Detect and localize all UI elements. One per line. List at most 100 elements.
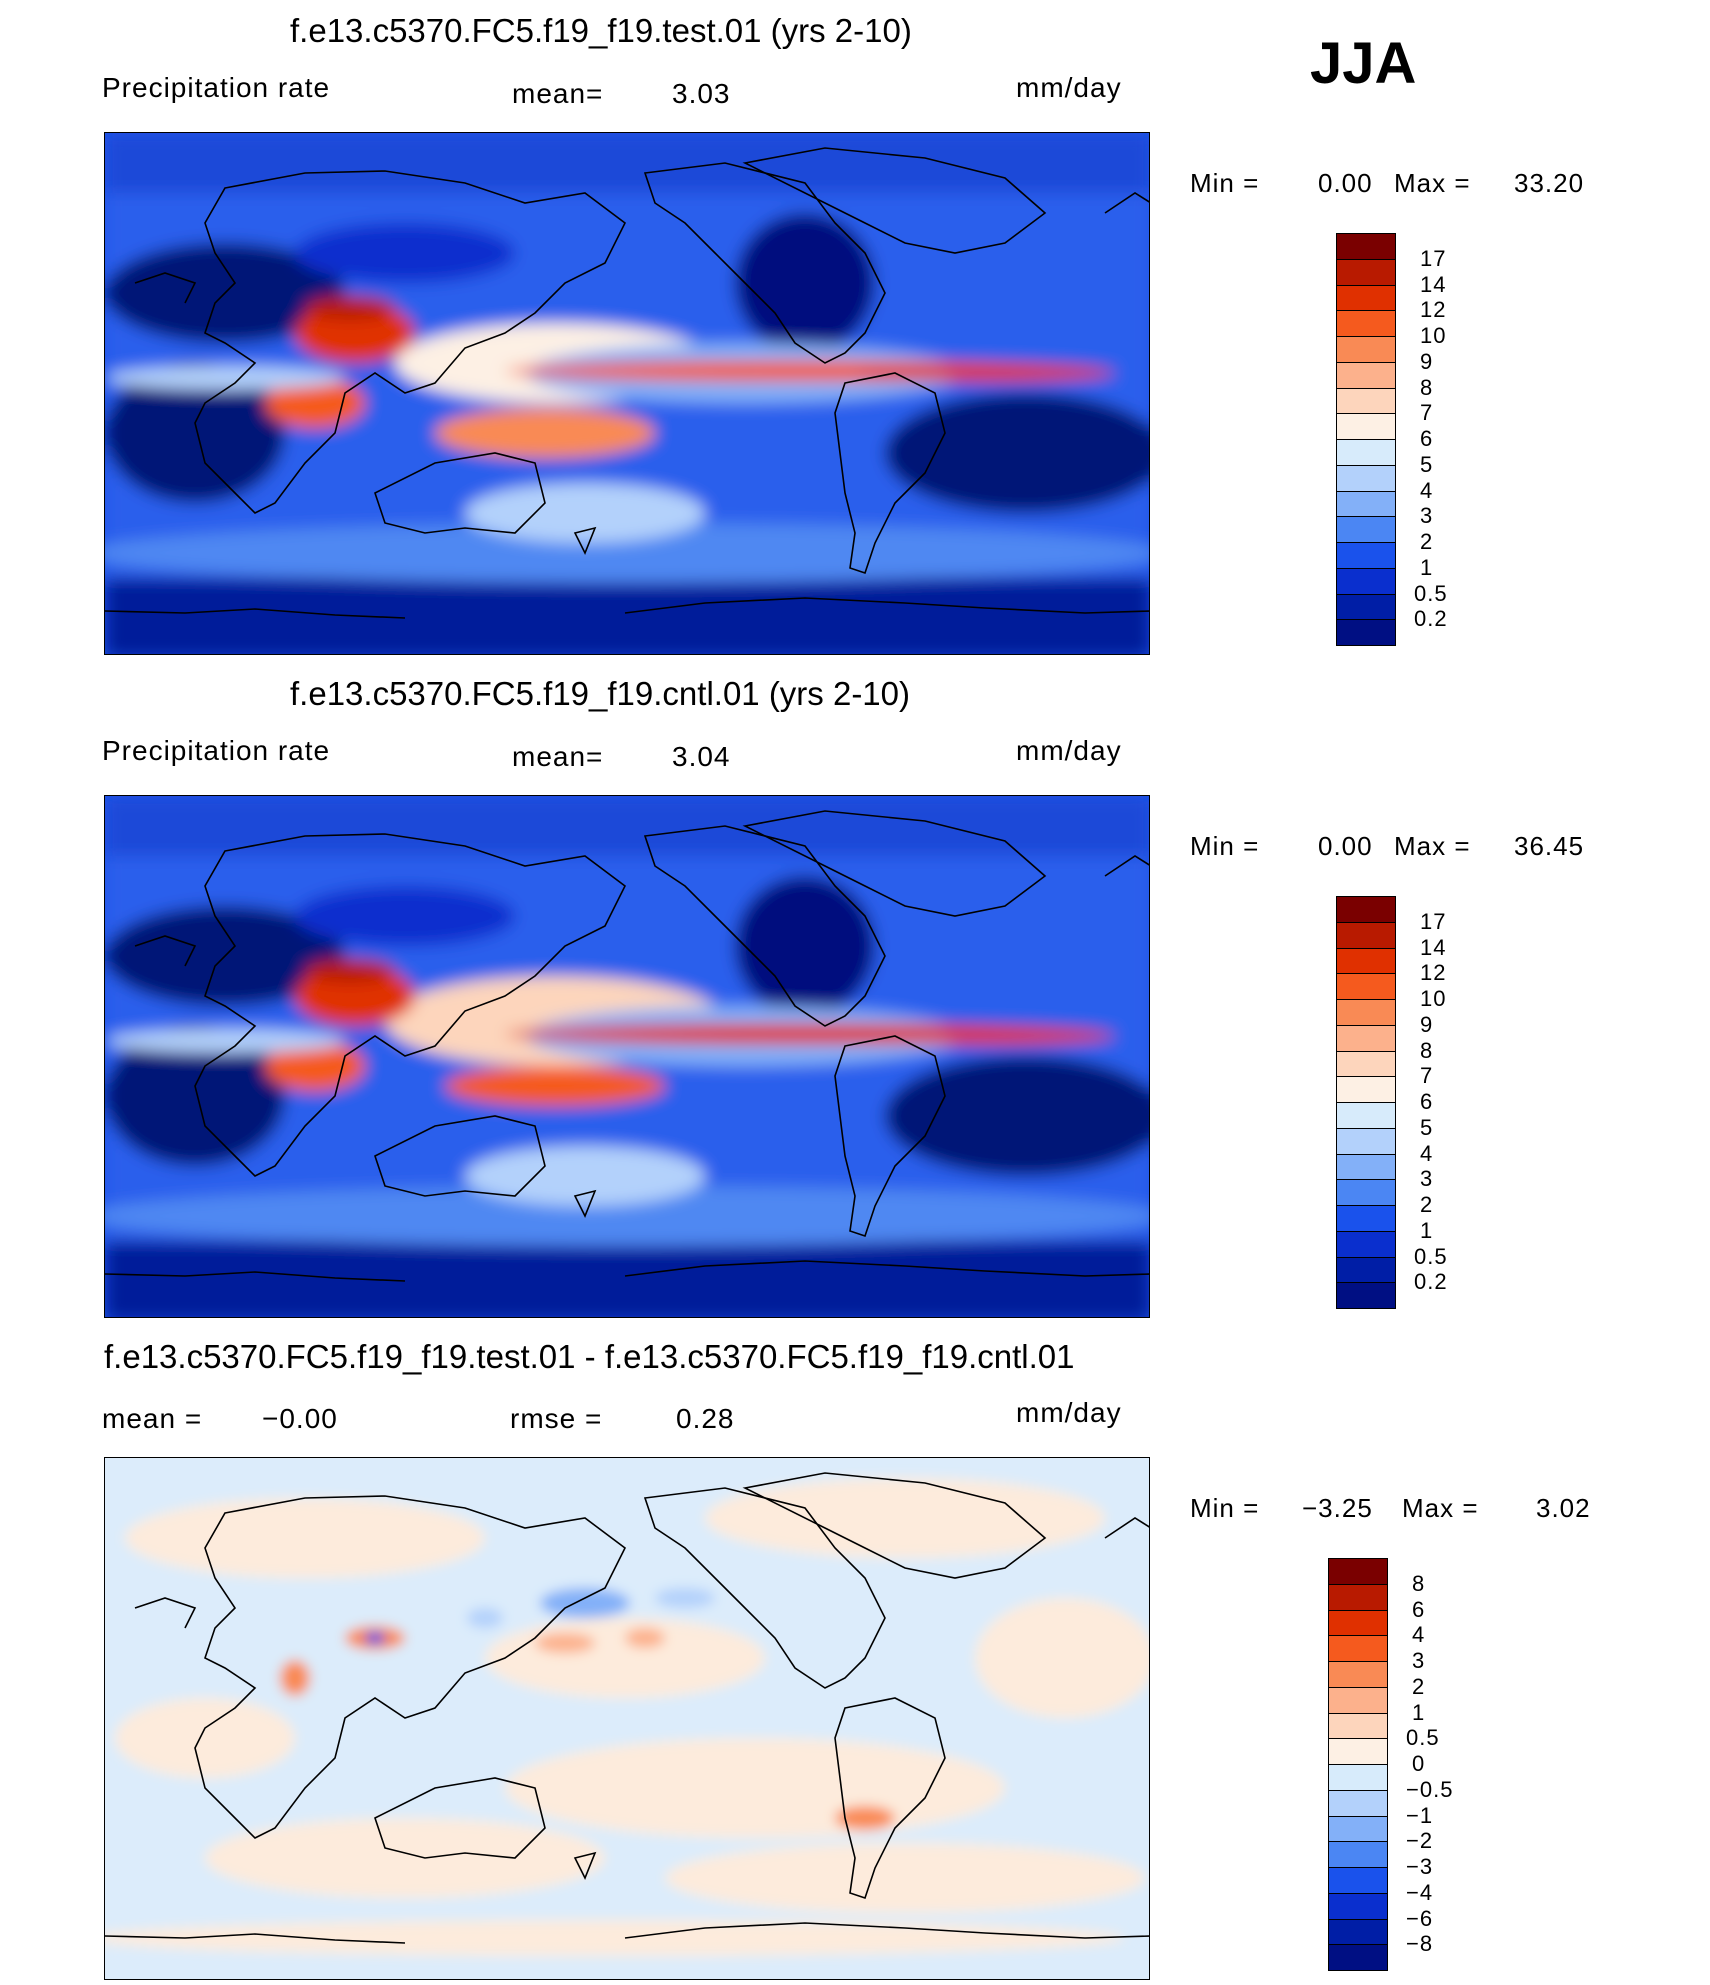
colorbar-level-label: 3: [1420, 1166, 1434, 1192]
colorbar-cntl: 17 14 12 10 9 8 7 6 5 4 3 2 1 0.5 0.2: [1336, 896, 1447, 1309]
colorbar-level-label: 4: [1420, 1140, 1434, 1166]
panel-title: f.e13.c5370.FC5.f19_f19.cntl.01 (yrs 2-1…: [290, 675, 911, 712]
colorbar-level-label: 0.2: [1414, 1269, 1448, 1295]
colorbar-test: 17 14 12 10 9 8 7 6 5 4 3 2 1 0.5 0.2: [1336, 233, 1447, 646]
map-field: [105, 133, 1149, 654]
colorbar-swatch: [1336, 973, 1396, 1000]
colorbar-swatch: [1336, 999, 1396, 1026]
precip-map-test: [104, 132, 1150, 655]
colorbar-level-label: 3: [1412, 1648, 1426, 1673]
colorbar-swatch: [1336, 464, 1396, 492]
colorbar-level-label: −6: [1406, 1905, 1434, 1931]
min-label: Min =: [1190, 1493, 1260, 1523]
colorbar-swatch: [1336, 1076, 1396, 1103]
colorbar-swatch: [1336, 413, 1396, 440]
colorbar-level-label: 4: [1420, 477, 1434, 503]
colorbar-swatch: [1336, 921, 1396, 949]
colorbar-diff: 8 6 4 3 2 1 0.5 0 −0.5 −1 −2 −3 −4 −6 −8: [1328, 1558, 1452, 1971]
min-label: Min =: [1190, 168, 1260, 198]
colorbar-swatch: [1336, 1102, 1396, 1129]
colorbar-swatch: [1328, 1712, 1388, 1740]
min-value: 0.00: [1318, 168, 1373, 198]
colorbar-level-label: 1: [1420, 554, 1434, 580]
precip-map-diff: [104, 1457, 1150, 1980]
colorbar-level-label: 17: [1420, 245, 1447, 271]
colorbar-level-label: 6: [1412, 1596, 1426, 1622]
colorbar-level-label: 8: [1420, 374, 1434, 400]
colorbar-level-label: 5: [1420, 451, 1434, 477]
colorbar-swatch: [1328, 1738, 1388, 1765]
colorbar-level-label: 0.5: [1414, 580, 1448, 606]
colorbar-swatch: [1336, 542, 1396, 569]
colorbar-swatch: [1336, 619, 1396, 646]
max-label: Max =: [1394, 168, 1471, 198]
variable-label: Precipitation rate: [102, 72, 331, 103]
colorbar-level-label: 10: [1420, 323, 1447, 348]
colorbar-swatch: [1328, 1892, 1388, 1920]
mean-value: 3.03: [672, 78, 731, 109]
colorbar-swatch: [1336, 387, 1396, 415]
colorbar-level-label: 14: [1420, 934, 1447, 960]
colorbar-swatch: [1328, 1841, 1388, 1868]
colorbar-swatch: [1328, 1686, 1388, 1714]
colorbar-level-label: −1: [1406, 1802, 1434, 1828]
colorbar-level-label: 0.5: [1414, 1243, 1448, 1269]
colorbar-swatch: [1328, 1635, 1388, 1662]
panel-title: f.e13.c5370.FC5.f19_f19.test.01 - f.e13.…: [104, 1338, 1075, 1375]
rmse-value: 0.28: [676, 1403, 735, 1434]
colorbar-swatch: [1336, 233, 1396, 260]
colorbar-swatch: [1336, 310, 1396, 337]
colorbar-level-label: 14: [1420, 271, 1447, 297]
colorbar-level-label: 4: [1412, 1622, 1426, 1648]
colorbar-swatch: [1336, 439, 1396, 466]
mean-value: −0.00: [262, 1403, 338, 1434]
colorbar-swatch: [1328, 1918, 1388, 1946]
map-field: [105, 796, 1149, 1317]
colorbar-swatch: [1336, 1205, 1396, 1232]
colorbar-swatch: [1336, 1230, 1396, 1258]
colorbar-level-label: 9: [1420, 1011, 1434, 1037]
colorbar-swatch: [1336, 1282, 1396, 1309]
colorbar-swatch: [1328, 1764, 1388, 1791]
colorbar-swatch: [1328, 1867, 1388, 1894]
colorbar-swatch: [1336, 336, 1396, 363]
colorbar-level-label: −4: [1406, 1879, 1434, 1905]
colorbar-level-label: 0: [1412, 1751, 1426, 1776]
colorbar-swatch: [1336, 284, 1396, 312]
colorbar-level-label: 0.2: [1414, 606, 1448, 632]
colorbar-swatch: [1336, 258, 1396, 286]
colorbar-level-label: 17: [1420, 908, 1447, 934]
colorbar-level-label: 6: [1420, 426, 1434, 451]
colorbar-swatch: [1336, 1127, 1396, 1155]
colorbar-level-label: 2: [1412, 1673, 1426, 1699]
colorbar-swatch: [1328, 1815, 1388, 1843]
colorbar-level-label: 7: [1420, 1063, 1434, 1089]
colorbar-level-label: 12: [1420, 960, 1447, 986]
colorbar-level-label: 1: [1412, 1699, 1426, 1725]
colorbar-swatch: [1336, 516, 1396, 543]
colorbar-swatch: [1336, 896, 1396, 923]
colorbar-swatch: [1336, 490, 1396, 518]
colorbar-level-label: −2: [1406, 1828, 1434, 1854]
min-value: −3.25: [1302, 1493, 1373, 1523]
colorbar-level-label: 6: [1420, 1089, 1434, 1114]
colorbar-level-label: 3: [1420, 503, 1434, 529]
colorbar-level-label: 8: [1420, 1037, 1434, 1063]
mean-label: mean =: [102, 1403, 203, 1434]
units-label: mm/day: [1016, 72, 1122, 103]
colorbar-level-label: 10: [1420, 986, 1447, 1011]
colorbar-swatch: [1328, 1583, 1388, 1611]
colorbar-swatch: [1336, 947, 1396, 975]
max-label: Max =: [1402, 1493, 1479, 1523]
colorbar-level-label: 2: [1420, 1192, 1434, 1217]
rmse-label: rmse =: [510, 1403, 603, 1434]
colorbar-level-label: 12: [1420, 297, 1447, 323]
mean-label: mean=: [512, 78, 604, 109]
variable-label: Precipitation rate: [102, 735, 331, 766]
colorbar-level-label: 2: [1420, 529, 1434, 554]
colorbar-swatch: [1336, 1179, 1396, 1206]
colorbar-level-label: 8: [1412, 1570, 1426, 1596]
colorbar-level-label: −8: [1406, 1931, 1434, 1957]
season-label: JJA: [1310, 31, 1417, 96]
mean-label: mean=: [512, 741, 604, 772]
